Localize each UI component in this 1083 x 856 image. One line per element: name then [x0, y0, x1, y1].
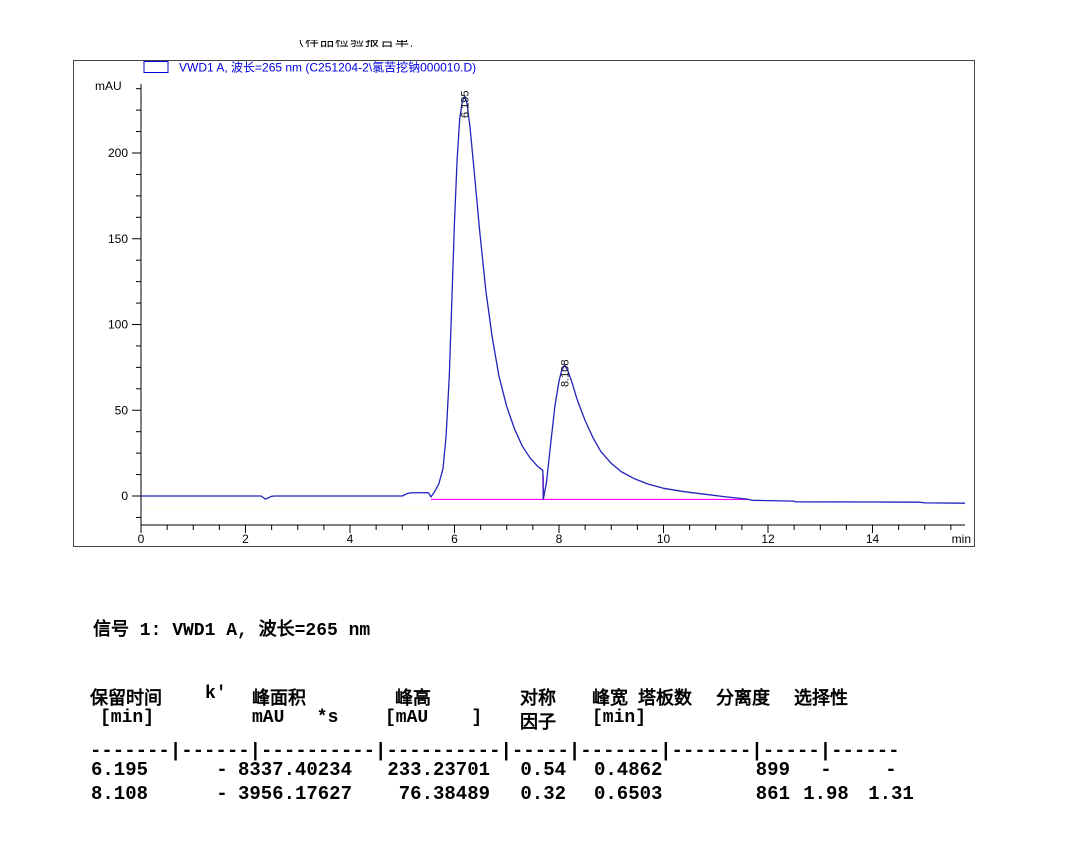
cell-area: 3956.17627	[237, 783, 352, 805]
clipped-header-fragments: （样品检验报告单）	[290, 40, 412, 50]
cell-height: 233.23701	[387, 759, 490, 781]
header-unit-min-2: [min]	[592, 708, 647, 728]
legend-swatch	[143, 61, 169, 73]
signal-description: 信号 1: VWD1 A, 波长=265 nm	[93, 621, 371, 641]
x-tick-label: 0	[138, 532, 145, 546]
header-k-prime: k'	[205, 684, 227, 704]
chromatogram-svg: 0 50 100 150 200 0 2 4 6 8 10 12 14 mAU min 6.195 8.108 V…	[73, 60, 975, 547]
header-symmetry: 对称	[520, 690, 556, 710]
cell-area: 8337.40234	[237, 759, 352, 781]
header-width: 峰宽	[592, 690, 628, 710]
y-tick-label: 50	[115, 403, 129, 417]
clipped-header-text: （样品检验报告单）	[290, 40, 412, 49]
cell-plates: 861	[755, 783, 790, 805]
separator-line: -------|------|----------|----------|---…	[90, 740, 900, 762]
x-tick-label: 2	[242, 532, 249, 546]
y-tick-label: 100	[108, 318, 128, 332]
table-header-row-2: [min] mAU *s [mAU ] 因子 [min]	[0, 708, 1083, 734]
table-row: 8.108 - 3956.17627 76.38489 0.32 0.6503 …	[0, 783, 1083, 805]
x-tick-label: 14	[866, 532, 880, 546]
cell-plates: 899	[755, 759, 790, 781]
cell-height: 76.38489	[398, 783, 490, 805]
header-height: 峰高	[395, 690, 431, 710]
chart-frame	[73, 60, 975, 547]
table-row: 6.195 - 8337.40234 233.23701 0.54 0.4862…	[0, 759, 1083, 781]
cell-k-prime: -	[216, 783, 228, 805]
header-unit-min-1: [min]	[100, 708, 155, 728]
x-tick-label: 10	[657, 532, 671, 546]
cell-resolution: 1.98	[803, 783, 849, 805]
table-separator: -------|------|----------|----------|---…	[0, 740, 1083, 762]
x-tick-label: 4	[347, 532, 354, 546]
cell-retention-time: 6.195	[90, 759, 148, 781]
legend-label: VWD1 A, 波长=265 nm (C251204-2\氯苦挖钠000010.…	[179, 60, 476, 75]
cell-symmetry: 0.54	[520, 759, 566, 781]
cell-selectivity: 1.31	[868, 783, 914, 805]
peak-label: 8.108	[560, 359, 572, 387]
x-tick-label: 8	[556, 532, 563, 546]
signal-trace	[141, 95, 966, 504]
cell-width: 0.6503	[594, 783, 663, 805]
x-axis-unit: min	[952, 532, 971, 546]
header-resolution: 分离度	[716, 690, 770, 710]
cell-k-prime: -	[216, 759, 228, 781]
header-area: 峰面积	[252, 690, 306, 710]
header-retention-time: 保留时间	[90, 690, 162, 710]
axes: 0 50 100 150 200 0 2 4 6 8 10 12 14	[108, 84, 965, 546]
y-axis-unit: mAU	[95, 79, 122, 93]
header-factor: 因子	[520, 714, 556, 734]
y-tick-label: 200	[108, 146, 128, 160]
x-tick-label: 6	[451, 532, 458, 546]
table-header-row-1: 保留时间 k' 峰面积 峰高 对称 峰宽 塔板数 分离度 选择性	[0, 684, 1083, 710]
cell-selectivity: -	[885, 759, 897, 781]
x-tick-label: 12	[761, 532, 775, 546]
y-tick-label: 0	[121, 489, 128, 503]
y-tick-label: 150	[108, 232, 128, 246]
header-unit-mau: [mAU ]	[385, 708, 483, 728]
cell-width: 0.4862	[594, 759, 663, 781]
header-unit-mau-s: mAU *s	[252, 708, 339, 728]
cell-resolution: -	[820, 759, 832, 781]
legend: VWD1 A, 波长=265 nm (C251204-2\氯苦挖钠000010.…	[143, 60, 476, 75]
header-selectivity: 选择性	[794, 690, 848, 710]
chromatogram-chart: 0 50 100 150 200 0 2 4 6 8 10 12 14 mAU min 6.195 8.108 V…	[73, 60, 975, 548]
peak-label: 6.195	[460, 90, 472, 118]
cell-retention-time: 8.108	[90, 783, 148, 805]
header-plates: 塔板数	[638, 690, 692, 710]
cell-symmetry: 0.32	[520, 783, 566, 805]
